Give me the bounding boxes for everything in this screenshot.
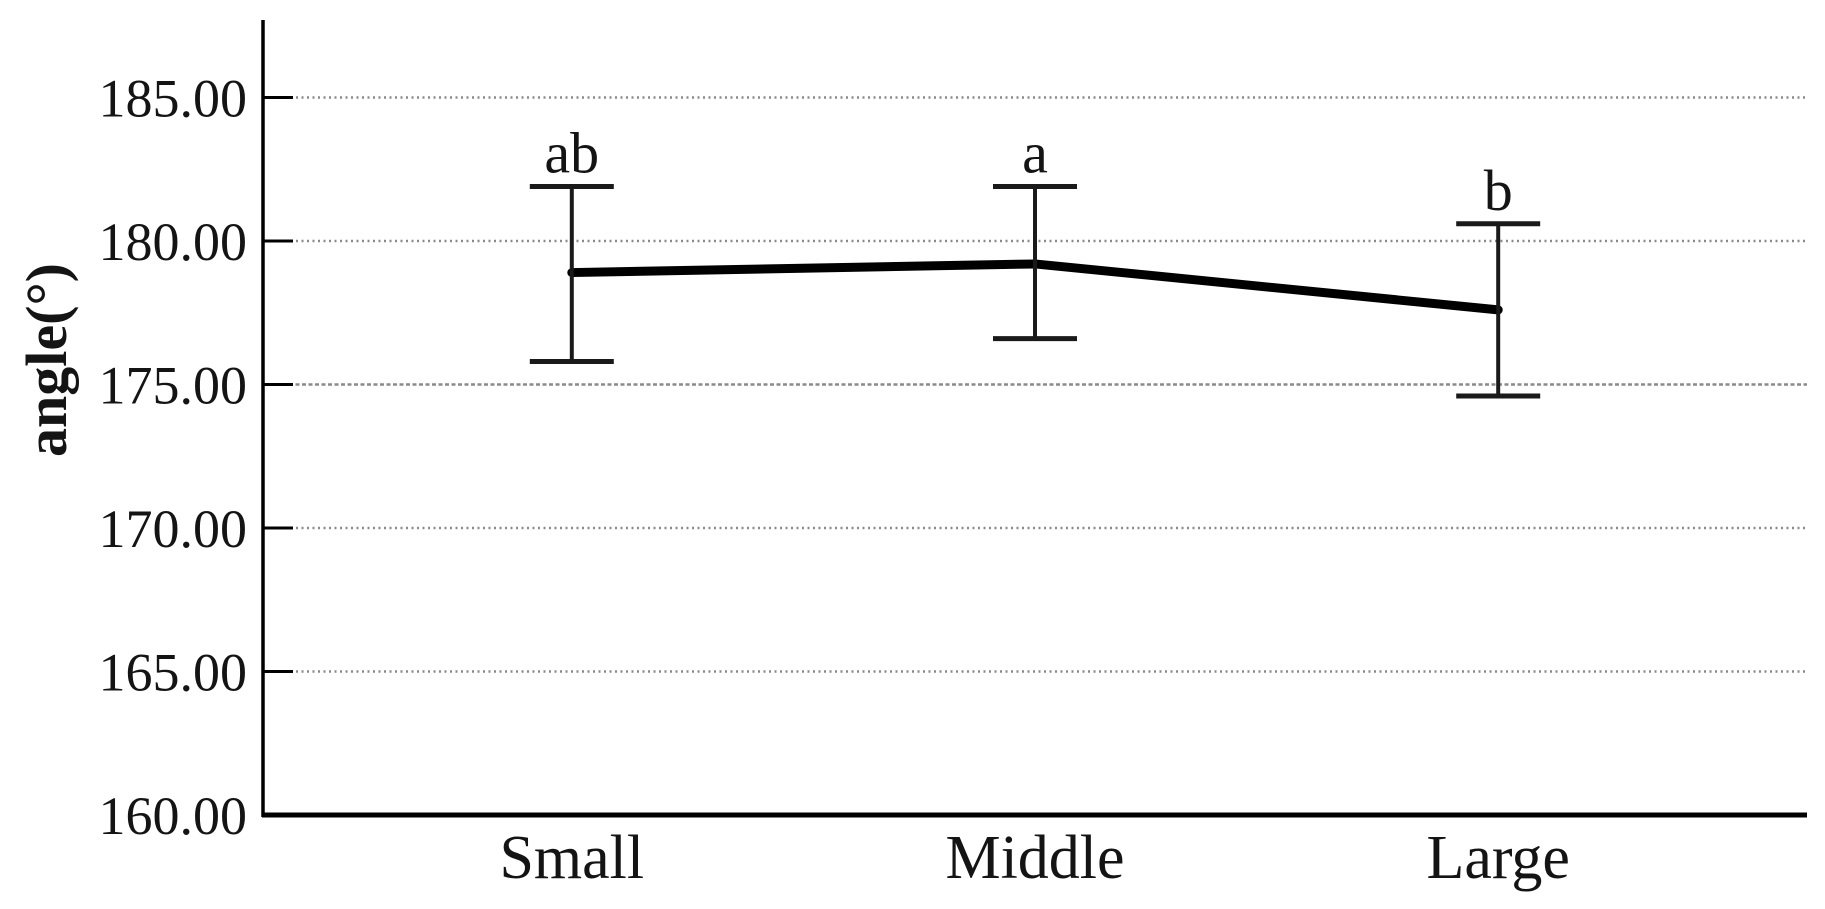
y-tick-label: 160.00 <box>99 786 248 846</box>
x-category-label: Small <box>499 824 644 892</box>
x-category-label: Large <box>1426 824 1569 892</box>
y-axis-title: angle(°) <box>14 263 79 457</box>
y-tick-label: 180.00 <box>99 212 248 272</box>
x-category-label: Middle <box>945 824 1124 892</box>
significance-letter: b <box>1484 158 1513 223</box>
significance-letter: a <box>1022 120 1048 185</box>
y-tick-label: 175.00 <box>99 355 248 415</box>
y-tick-label: 170.00 <box>99 499 248 559</box>
y-tick-label: 165.00 <box>99 642 248 702</box>
significance-letter: ab <box>544 120 599 185</box>
y-tick-label: 185.00 <box>99 68 248 128</box>
